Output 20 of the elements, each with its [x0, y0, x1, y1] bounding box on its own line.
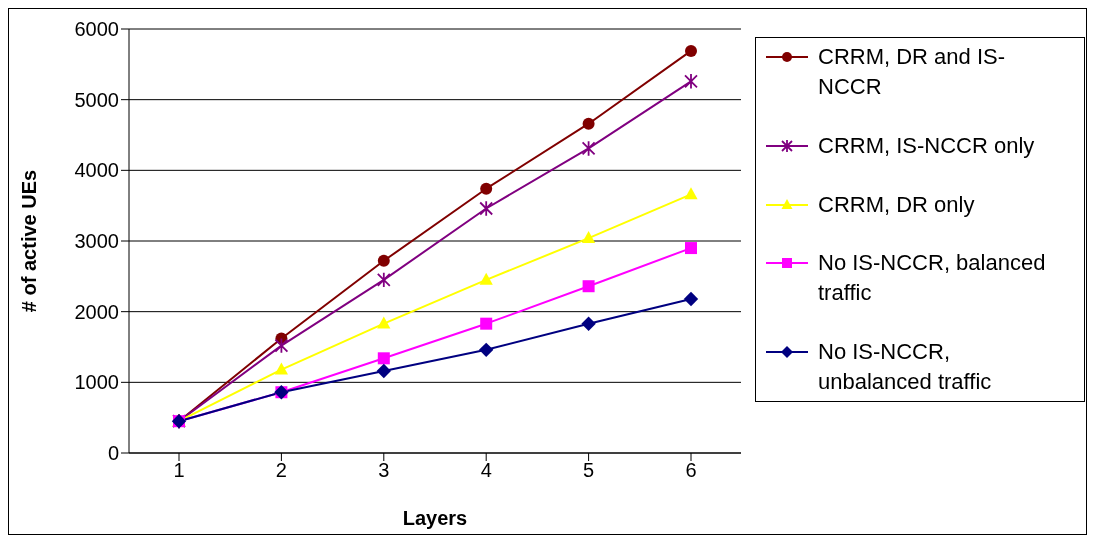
y-axis-title: # of active UEs — [18, 169, 41, 313]
legend-label: No IS-NCCR, unbalanced traffic — [818, 338, 993, 396]
legend-label: No IS-NCCR, balanced traffic — [818, 249, 1047, 308]
y-tick-label: 1000 — [74, 371, 119, 394]
y-tick-label: 6000 — [74, 18, 119, 41]
y-tick-label: 4000 — [74, 159, 119, 182]
x-tick-label: 4 — [480, 459, 492, 482]
legend-label: CRRM, IS-NCCR only — [818, 131, 1036, 160]
y-tick-label: 5000 — [74, 88, 119, 111]
legend-label: CRRM, DR only — [818, 190, 976, 219]
y-tick-label: 3000 — [74, 230, 119, 253]
legend-label: CRRM, DR and IS-NCCR — [818, 43, 1007, 101]
y-tick-label: 2000 — [74, 300, 119, 323]
x-tick-label: 6 — [685, 459, 697, 482]
x-tick-label: 3 — [378, 459, 390, 482]
x-axis-title: Layers — [402, 507, 468, 529]
x-tick-label: 1 — [173, 459, 185, 482]
y-tick-label: 0 — [107, 442, 119, 465]
x-tick-label: 5 — [583, 459, 595, 482]
x-tick-label: 2 — [275, 459, 287, 482]
